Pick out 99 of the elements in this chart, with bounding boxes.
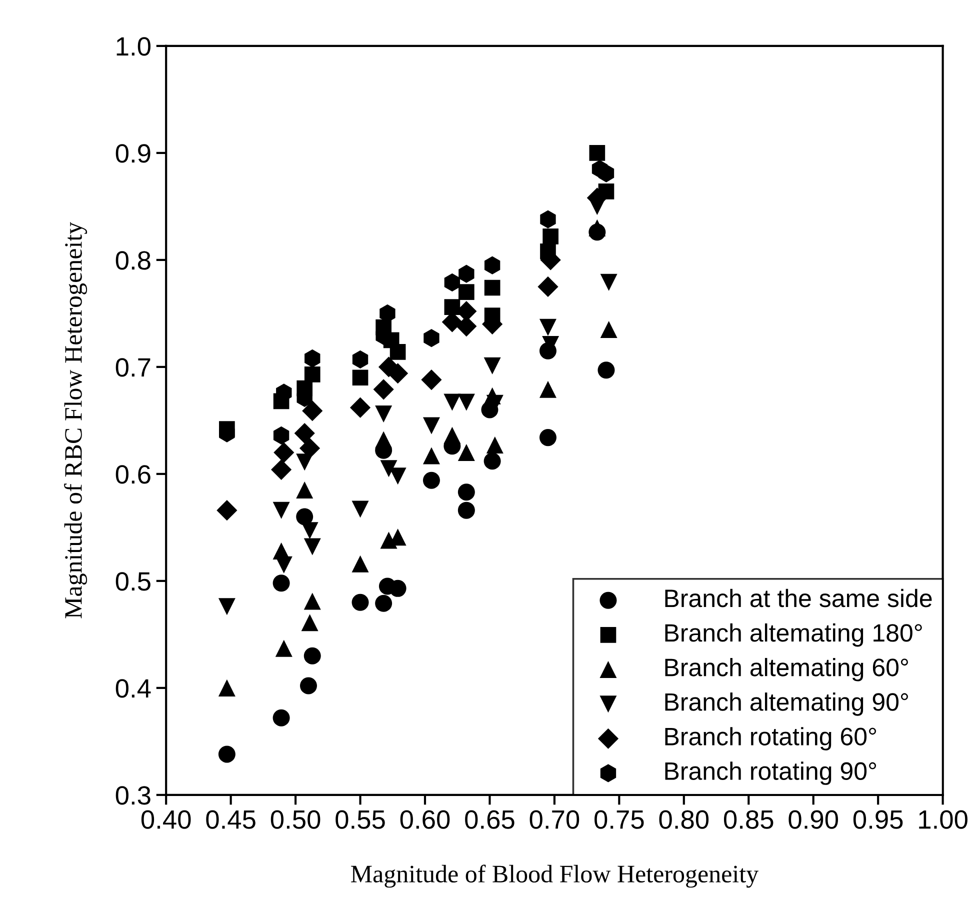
point bbox=[444, 394, 461, 411]
legend-label: Branch rotating 60° bbox=[665, 727, 876, 750]
y-tick-label: 0.8 bbox=[116, 251, 150, 270]
point bbox=[299, 438, 320, 459]
x-tick-label: 0.80 bbox=[659, 810, 709, 829]
y-tick-label: 0.5 bbox=[116, 572, 150, 591]
legend-label: Branch rotating 90° bbox=[665, 762, 876, 785]
point bbox=[274, 442, 294, 463]
point bbox=[421, 369, 442, 390]
x-tick-label: 0.65 bbox=[465, 810, 514, 829]
point bbox=[542, 228, 558, 244]
point bbox=[444, 273, 460, 292]
legend-label: Branch altemating 90° bbox=[665, 692, 908, 716]
point bbox=[600, 320, 618, 338]
y-tick-label: 0.7 bbox=[116, 358, 150, 377]
point bbox=[484, 280, 500, 296]
point bbox=[375, 594, 392, 612]
legend-label: Branch altemating 180° bbox=[665, 623, 922, 647]
x-tick-label: 0.70 bbox=[530, 810, 580, 829]
y-tick-label: 0.9 bbox=[116, 144, 150, 163]
point bbox=[352, 500, 369, 518]
point bbox=[352, 370, 368, 386]
point bbox=[458, 484, 475, 501]
point bbox=[458, 284, 474, 300]
point bbox=[422, 447, 440, 464]
point bbox=[294, 422, 315, 444]
x-axis-title: Magnitude of Blood Flow Heterogeneity bbox=[351, 864, 758, 888]
point bbox=[352, 555, 369, 572]
y-tick-label: 0.4 bbox=[116, 679, 151, 698]
point bbox=[422, 417, 440, 434]
point bbox=[272, 574, 290, 592]
point bbox=[304, 349, 320, 368]
point bbox=[539, 380, 556, 398]
y-tick-label: 0.3 bbox=[116, 786, 150, 805]
point bbox=[539, 318, 556, 336]
x-tick-label: 0.95 bbox=[853, 810, 903, 829]
point bbox=[458, 394, 475, 411]
point bbox=[588, 219, 606, 236]
point bbox=[598, 164, 614, 182]
y-axis-title: Magnitude of RBC Flow Heterogeneity bbox=[64, 222, 88, 618]
point bbox=[300, 677, 317, 694]
point bbox=[218, 679, 236, 696]
point bbox=[458, 264, 474, 283]
point bbox=[304, 538, 321, 556]
point bbox=[484, 452, 501, 470]
point bbox=[390, 344, 406, 360]
point bbox=[484, 256, 500, 274]
point bbox=[218, 598, 236, 616]
point bbox=[539, 429, 556, 446]
point bbox=[375, 406, 392, 423]
point bbox=[352, 594, 369, 611]
x-tick-label: 0.45 bbox=[206, 810, 256, 829]
point bbox=[304, 366, 320, 382]
x-tick-label: 1.00 bbox=[919, 810, 968, 829]
point bbox=[218, 746, 236, 763]
point bbox=[301, 522, 318, 540]
point bbox=[380, 304, 396, 322]
x-tick-label: 0.50 bbox=[270, 810, 320, 829]
point bbox=[484, 357, 501, 374]
point bbox=[304, 647, 321, 664]
point bbox=[538, 276, 558, 297]
point bbox=[352, 350, 368, 369]
point bbox=[389, 468, 406, 485]
point bbox=[216, 500, 238, 521]
point bbox=[589, 145, 606, 161]
point bbox=[373, 379, 394, 400]
point bbox=[444, 426, 461, 444]
x-tick-label: 0.75 bbox=[594, 810, 644, 829]
point bbox=[486, 436, 504, 454]
point bbox=[389, 580, 406, 597]
point bbox=[301, 614, 318, 632]
point bbox=[296, 481, 314, 498]
point bbox=[273, 426, 290, 444]
point bbox=[422, 472, 440, 489]
x-tick-label: 0.40 bbox=[141, 810, 191, 829]
y-tick-label: 1.0 bbox=[116, 37, 150, 56]
x-tick-label: 0.90 bbox=[788, 810, 838, 829]
point bbox=[540, 210, 556, 228]
point bbox=[302, 400, 323, 422]
point bbox=[600, 274, 618, 291]
point bbox=[275, 640, 292, 657]
point bbox=[458, 444, 475, 462]
point bbox=[272, 709, 290, 726]
point bbox=[304, 592, 321, 610]
point bbox=[598, 362, 615, 379]
legend-label: Branch at the same side bbox=[665, 588, 932, 608]
legend-label: Branch altemating 60° bbox=[665, 658, 908, 682]
point bbox=[271, 459, 292, 480]
point bbox=[375, 431, 392, 448]
x-tick-label: 0.55 bbox=[336, 810, 385, 829]
point bbox=[380, 460, 398, 478]
point bbox=[272, 502, 290, 519]
point bbox=[275, 556, 292, 574]
point bbox=[458, 502, 475, 519]
x-tick-label: 0.85 bbox=[724, 810, 774, 829]
x-tick-label: 0.60 bbox=[400, 810, 450, 829]
point bbox=[424, 329, 440, 348]
y-tick-label: 0.6 bbox=[116, 465, 150, 484]
point bbox=[350, 397, 371, 418]
